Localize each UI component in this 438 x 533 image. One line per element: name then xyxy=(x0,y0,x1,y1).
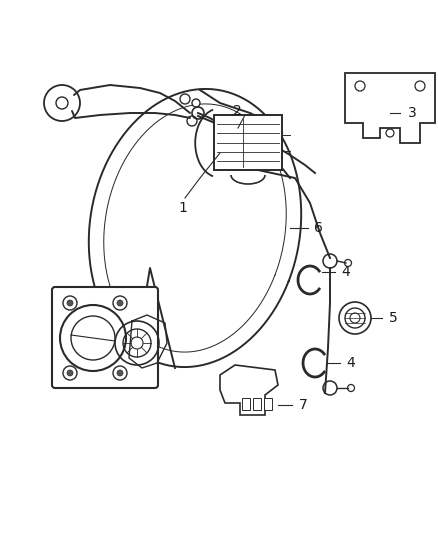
Bar xyxy=(253,398,261,410)
Circle shape xyxy=(117,370,123,376)
Text: 6: 6 xyxy=(314,221,322,235)
Circle shape xyxy=(192,99,200,107)
Bar xyxy=(264,398,272,410)
Text: 5: 5 xyxy=(389,311,397,325)
Text: 2: 2 xyxy=(233,104,241,118)
Circle shape xyxy=(67,370,73,376)
Circle shape xyxy=(67,300,73,306)
Text: 4: 4 xyxy=(346,356,355,370)
Text: 1: 1 xyxy=(179,201,187,215)
Circle shape xyxy=(117,300,123,306)
Text: 4: 4 xyxy=(342,265,350,279)
Bar xyxy=(214,115,282,170)
Text: 3: 3 xyxy=(408,106,417,120)
Text: 7: 7 xyxy=(299,398,307,412)
Bar xyxy=(242,398,250,410)
FancyBboxPatch shape xyxy=(52,287,158,388)
